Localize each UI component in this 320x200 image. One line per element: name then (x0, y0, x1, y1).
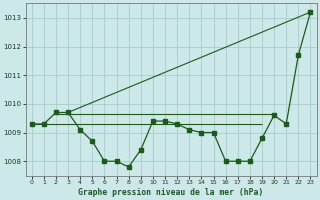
X-axis label: Graphe pression niveau de la mer (hPa): Graphe pression niveau de la mer (hPa) (78, 188, 264, 197)
